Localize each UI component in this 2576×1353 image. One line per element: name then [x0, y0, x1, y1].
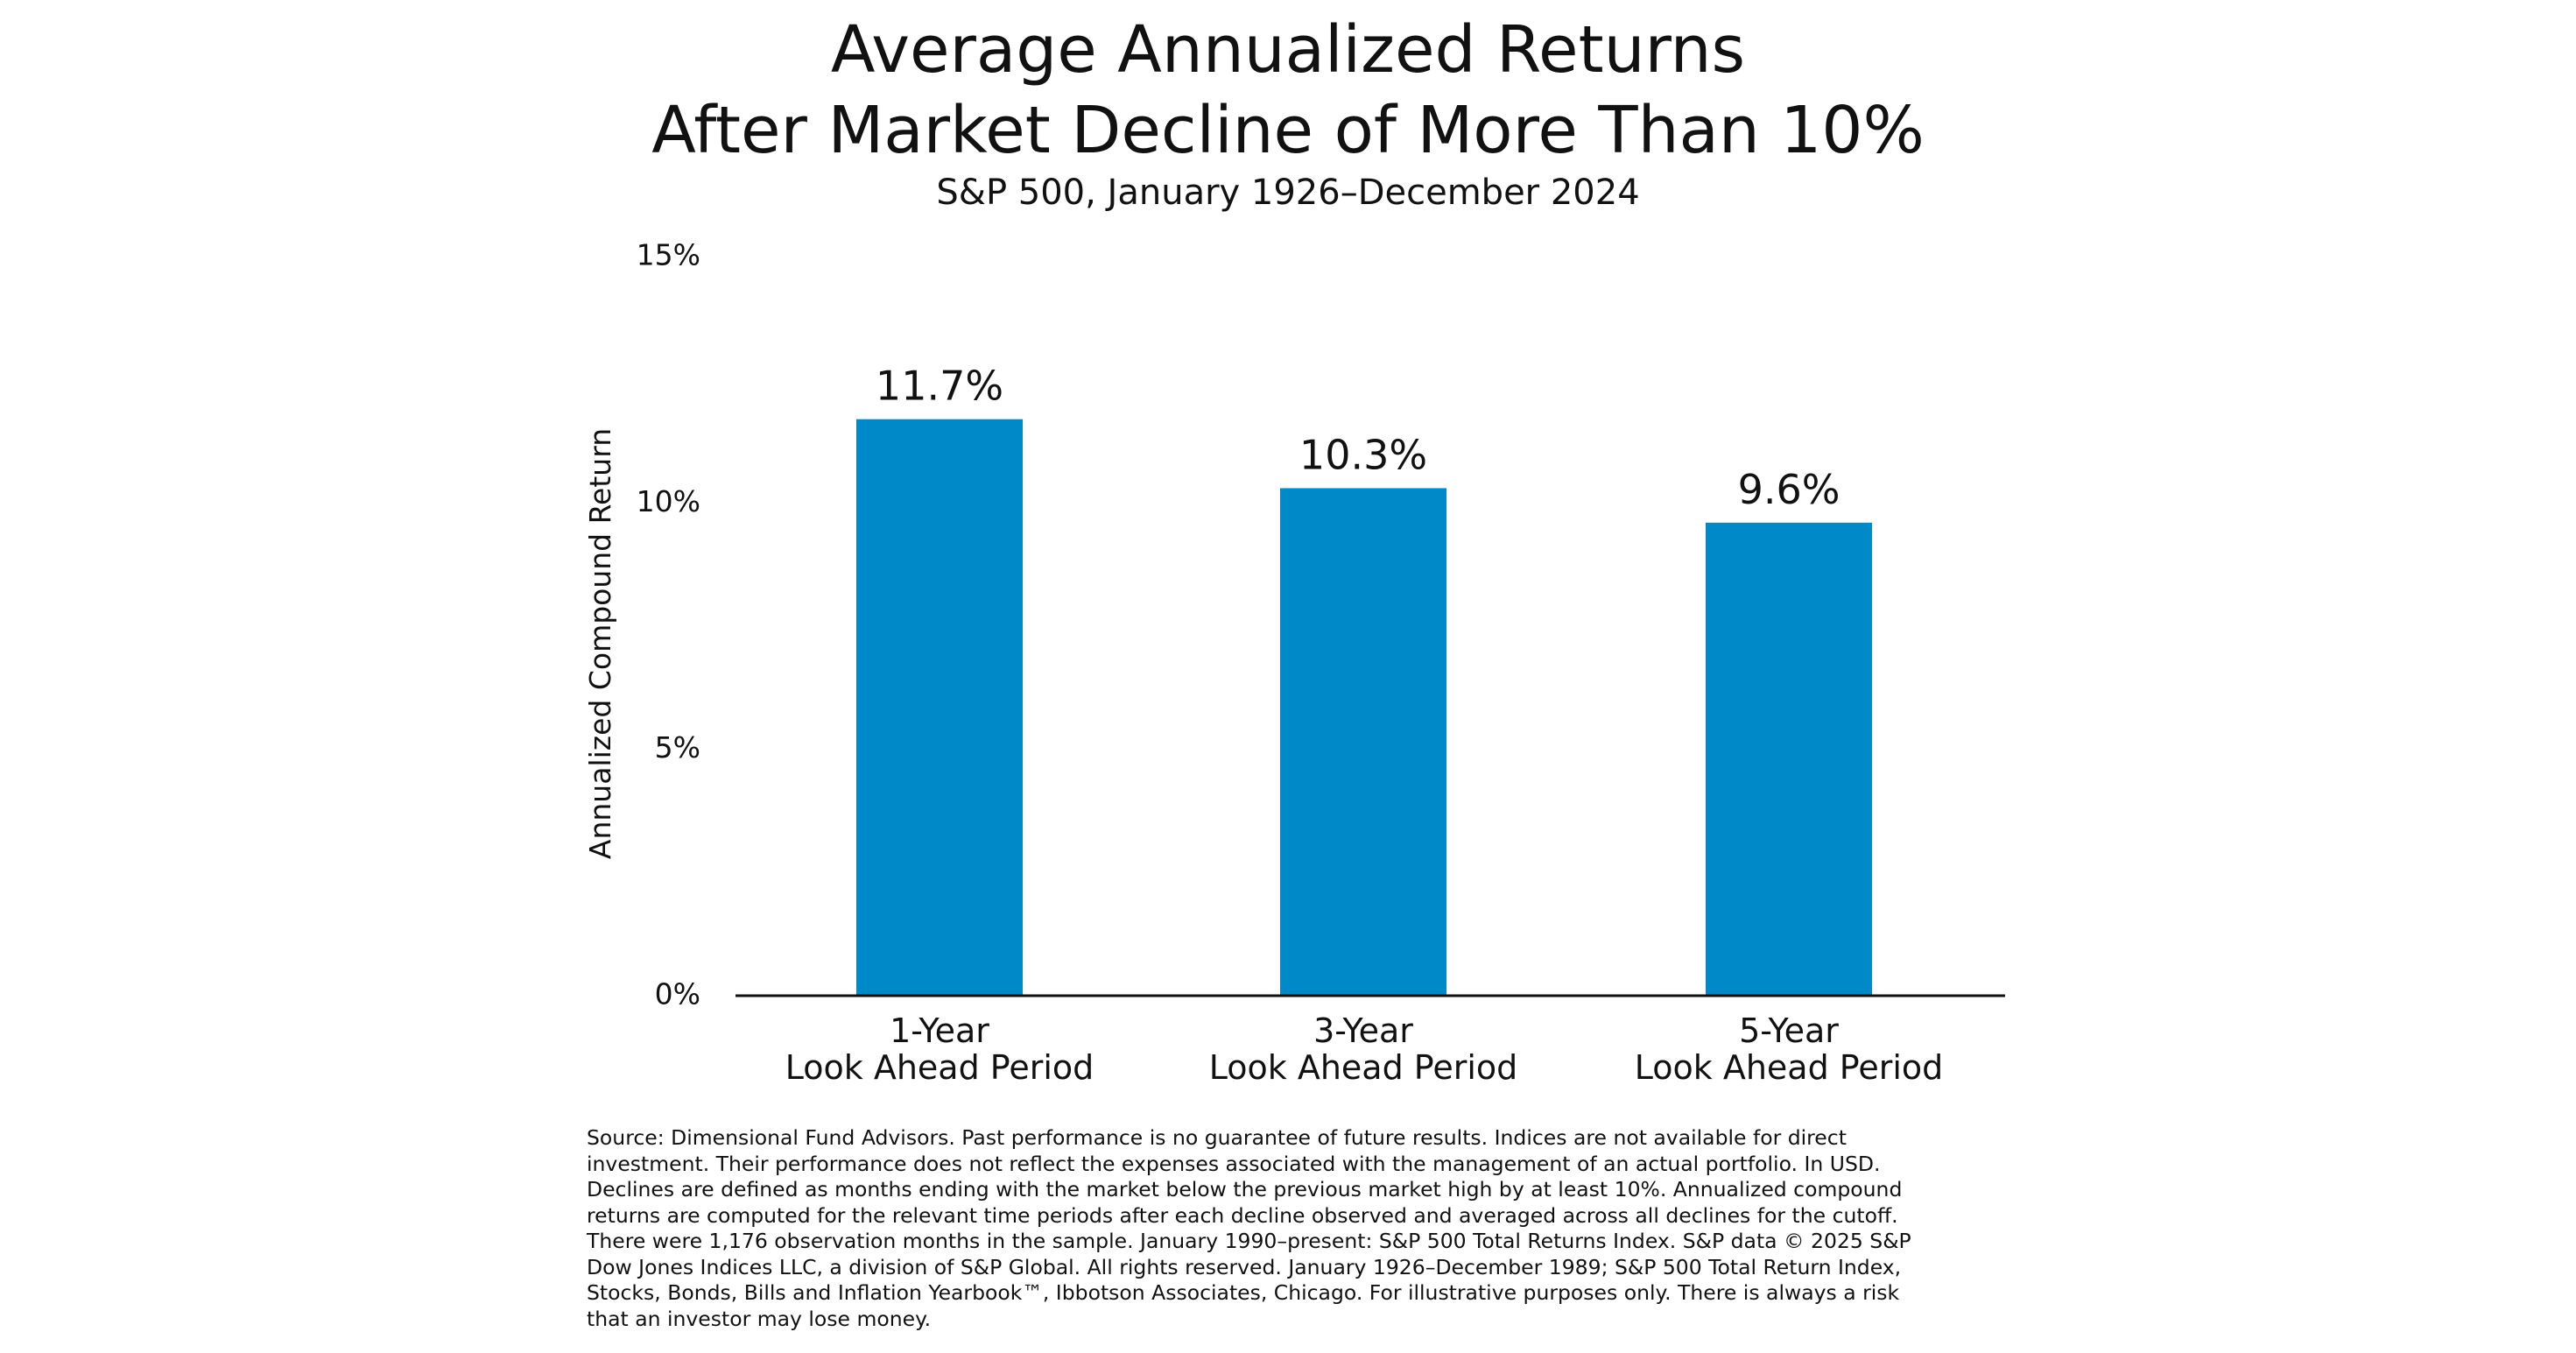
bars — [856, 419, 1872, 996]
x-category-label: 3-Year — [1313, 1011, 1413, 1050]
y-axis-ticks: 0% 5% 10% 15% — [637, 238, 700, 1011]
source-footnote: Source: Dimensional Fund Advisors. Past … — [587, 1125, 1911, 1331]
x-category-label: Look Ahead Period — [1209, 1048, 1518, 1087]
x-category-label: 1-Year — [890, 1011, 989, 1050]
chart-title-line-1: Average Annualized Returns — [830, 12, 1746, 88]
chart-title-line-2: After Market Decline of More Than 10% — [651, 93, 1925, 168]
bar — [1280, 488, 1446, 996]
bar-data-label: 11.7% — [876, 363, 1003, 410]
y-tick-label: 15% — [637, 238, 700, 272]
bar — [1706, 522, 1872, 996]
x-category-label: 5-Year — [1739, 1011, 1839, 1050]
data-labels: 11.7% 10.3% 9.6% — [876, 363, 1841, 513]
bar-data-label: 9.6% — [1738, 466, 1841, 513]
bar-data-label: 10.3% — [1299, 431, 1427, 478]
x-category-label: Look Ahead Period — [1635, 1048, 1944, 1087]
y-tick-label: 10% — [637, 484, 700, 518]
y-tick-label: 5% — [655, 730, 700, 765]
bar — [856, 419, 1023, 996]
chart-subtitle: S&P 500, January 1926–December 2024 — [936, 173, 1640, 213]
x-category-label: Look Ahead Period — [785, 1048, 1094, 1087]
y-tick-label: 0% — [655, 977, 700, 1011]
y-axis-title: Annualized Compound Return — [583, 428, 617, 859]
